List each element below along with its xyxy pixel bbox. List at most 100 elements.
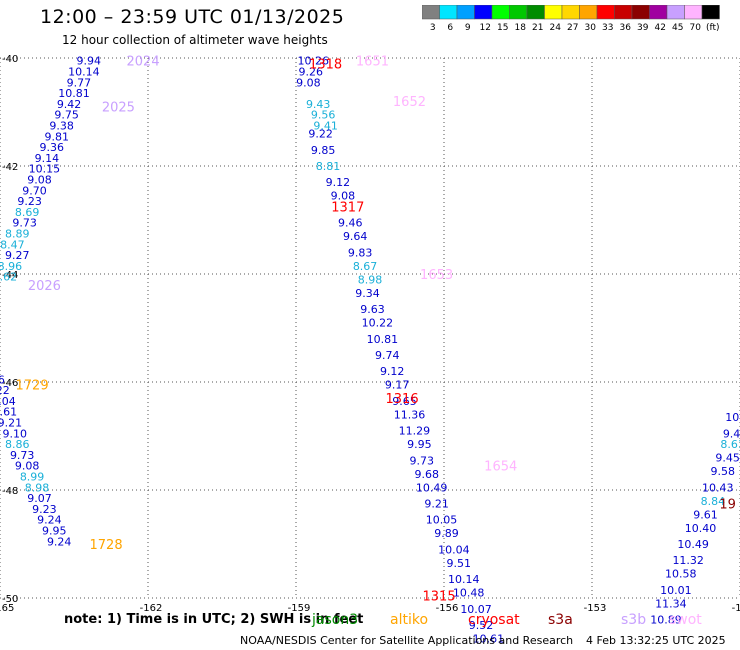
wave-height-point: 9.56 [311,109,336,122]
colorbar-label: (ft) [706,23,720,33]
wave-height-point: 9.38 [49,120,74,133]
wave-height-point: 9.61 [0,406,17,419]
x-tick-label: -159 [288,603,311,614]
wave-height-point: 9.06 [0,373,5,386]
wave-height-point: 9.95 [407,438,432,451]
wave-height-point: 10.26 [298,55,330,68]
wave-height-point: 9.08 [15,460,40,473]
pass-number-label: 1728 [90,538,123,553]
satellite-label-s3b: s3b [621,612,647,628]
wave-height-point: 10.05 [426,514,458,527]
pass-number-label: 1317 [331,201,364,216]
wave-height-point: 9.23 [32,503,57,516]
colorbar-label: 6 [447,23,453,33]
wave-height-point: 9.73 [12,217,37,230]
wave-height-point: 8.69 [15,206,40,219]
satellite-label-altiko: altiko [390,612,429,628]
colorbar-label: 42 [655,23,666,33]
colorbar-label: 45 [672,23,683,33]
wave-height-point: 8.96 [0,260,22,273]
pass-number-label: 1729 [16,379,49,394]
colorbar-label: 21 [532,23,543,33]
wave-height-point: 9.95 [42,525,67,538]
wave-height-point: 9.63 [360,303,385,316]
wave-height-point: 9.08 [27,174,52,187]
wave-height-point: 9.26 [299,66,324,79]
satellite-label-swot: swot [669,612,702,628]
wave-height-point: 9.61 [693,508,718,521]
wave-height-point: 8.47 [0,238,25,251]
satellite-label-jason3: jason3 [312,612,359,628]
wave-height-point: 10.49 [416,481,448,494]
wave-height-point: 10.89 [650,614,682,627]
wave-height-point: 9.36 [40,141,65,154]
pass-number-label: 1652 [393,95,426,110]
wave-height-point: 8.86 [5,438,30,451]
colorbar-label: 33 [602,23,613,33]
satellite-label-cryosat: cryosat [468,612,520,628]
wave-height-point: 9.45 [715,452,740,465]
wave-height-point: 9.08 [331,190,356,203]
wave-height-point: 10.48 [453,587,485,600]
wave-height-point: 10.81 [58,87,90,100]
pass-number-label: 1654 [484,460,517,475]
wave-height-point: 9.89 [434,527,459,540]
pass-number-label: 2025 [102,101,135,116]
y-tick-label: -48 [2,486,18,497]
wave-height-point: 9.21 [424,498,449,511]
wave-height-point: 10.04 [0,395,16,408]
wave-height-point: 10.81 [367,333,399,346]
wave-height-point: 9.73 [10,449,35,462]
colorbar-label: 24 [550,23,562,33]
wave-height-point: 9.22 [308,128,333,141]
wave-height-point: 10.01 [660,584,692,597]
y-tick-label: -44 [2,270,18,281]
colorbar-label: 18 [515,23,527,33]
wave-height-point: 8.84 [701,495,726,508]
wave-height-point: 9.70 [22,184,47,197]
wave-height-point: 9.23 [17,195,42,208]
wave-height-point: 11.34 [655,597,687,610]
wave-height-point: 9.77 [67,76,92,89]
wave-height-point: 10.3 [725,411,740,424]
wave-height-point: 9.64 [343,230,368,243]
wave-height-point: 9.34 [355,287,380,300]
pass-number-label: 1315 [423,589,456,604]
pass-number-label: 2026 [28,279,61,294]
colorbar-label: 27 [567,23,578,33]
x-tick-label: -156 [436,603,459,614]
colorbar-label: 9 [465,23,471,33]
pass-number-label: 1318 [309,57,342,72]
wave-height-point: 9.24 [47,535,72,548]
wave-height-point: 8.99 [20,471,45,484]
wave-height-point: 8.98 [25,481,50,494]
pass-number-label: 1651 [356,55,389,70]
wave-height-point: 9.10 [3,427,28,440]
wave-height-point: 8.61 [720,438,740,451]
wave-height-point: 9.08 [296,76,321,89]
y-tick-label: -50 [2,594,18,605]
y-tick-label: -46 [2,378,18,389]
wave-height-point: 8.67 [353,260,378,273]
wave-height-point: 8.98 [358,273,383,286]
wave-height-point: 9.51 [447,557,472,570]
wave-height-point: 9.27 [5,249,30,262]
wave-height-point: 9.85 [311,144,336,157]
wave-height-point: 10.15 [29,163,61,176]
wave-height-point: 10.61 [473,633,505,646]
colorbar-label: 39 [637,23,649,33]
wave-height-point: 9.17 [385,379,410,392]
x-tick-label: -162 [140,603,163,614]
series-s3a-right-light: 8.61 8.84 [701,438,740,508]
wave-height-point: 10.07 [460,603,492,616]
series-cryosat-light: 8.69 8.898.47 8.968.62 8.86 8.998.98 [0,206,49,494]
colorbar-label: 30 [585,23,597,33]
colorbar-label: 70 [690,23,702,33]
wave-height-point: 9.58 [710,465,735,478]
pass-number-label: 2024 [127,55,160,70]
y-tick-label: -40 [2,54,18,65]
wave-height-point: 11.36 [394,408,426,421]
wave-height-point: 10.43 [702,481,734,494]
